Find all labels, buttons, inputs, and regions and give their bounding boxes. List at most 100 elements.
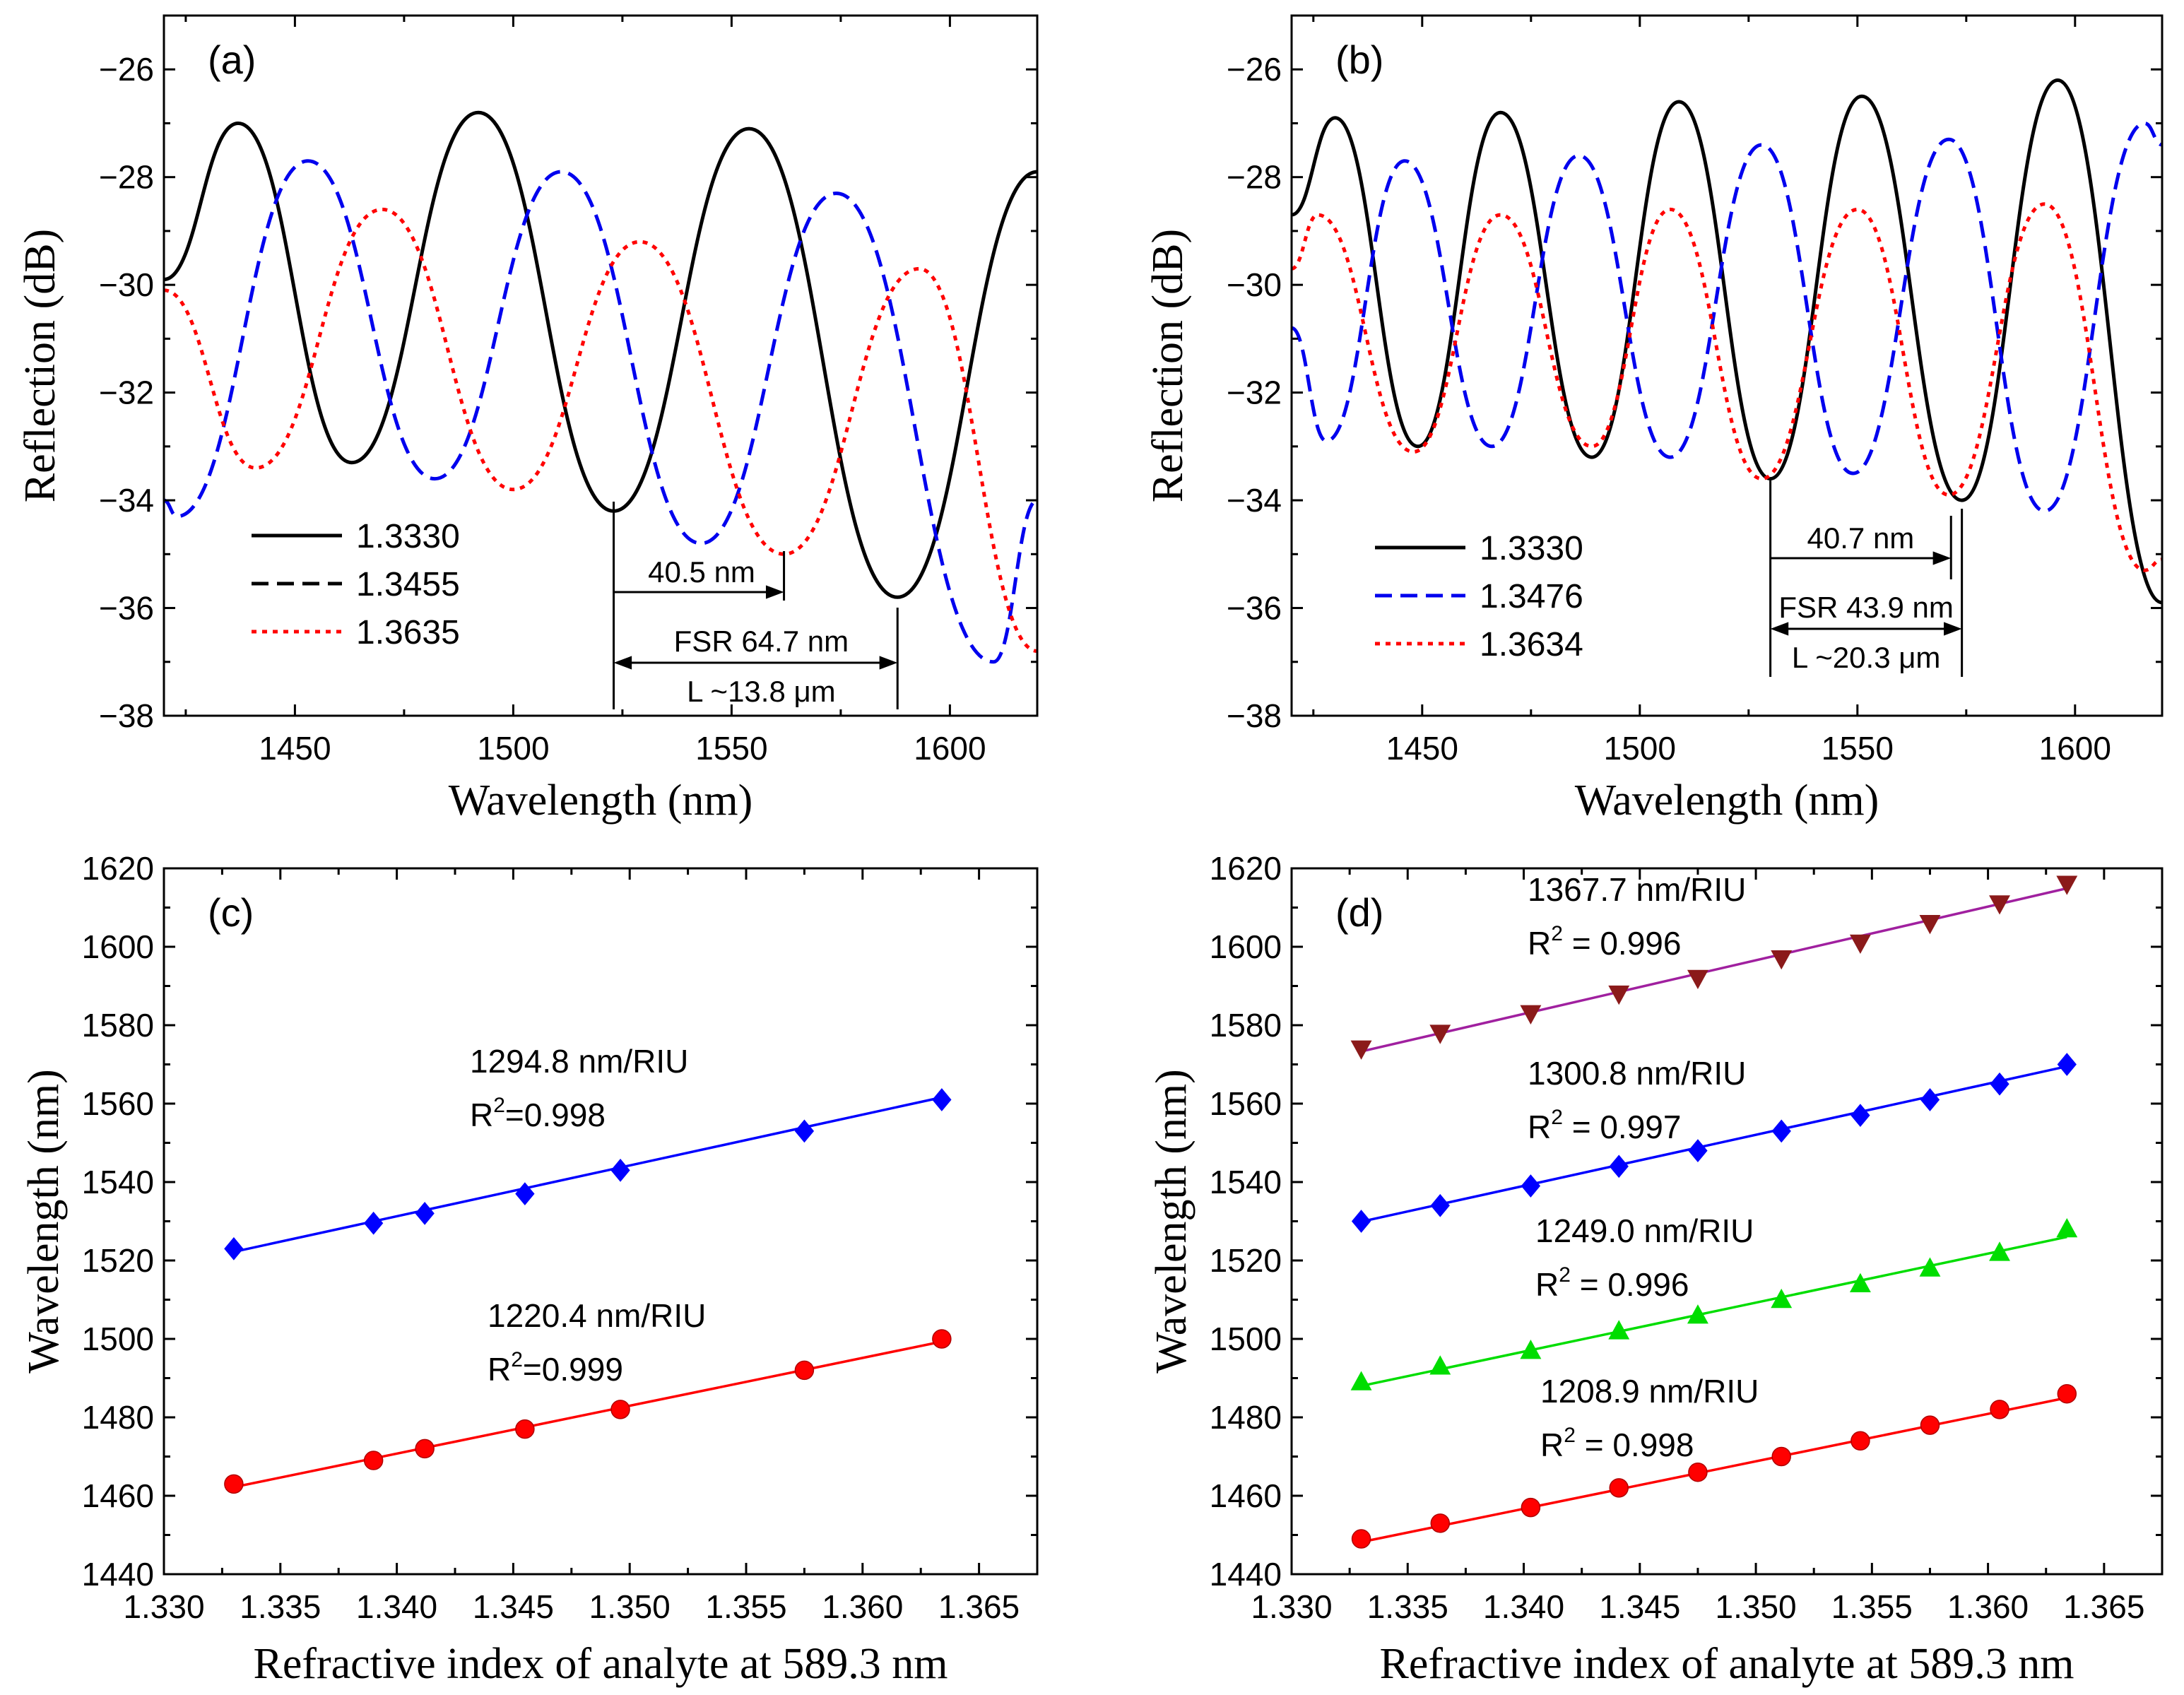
r-squared-label: R2=0.998 bbox=[470, 1094, 606, 1133]
y-tick-label: 1500 bbox=[1210, 1321, 1282, 1357]
r-value: =0.998 bbox=[505, 1097, 606, 1133]
r-value: = 0.998 bbox=[1576, 1427, 1694, 1463]
data-point bbox=[415, 1202, 435, 1225]
data-point bbox=[1608, 985, 1630, 1005]
fsr-label: FSR 43.9 nm bbox=[1778, 591, 1953, 624]
y-tick-label: −32 bbox=[99, 374, 154, 411]
x-tick-label: 1.355 bbox=[705, 1588, 786, 1625]
length-label: L ~13.8 μm bbox=[687, 675, 836, 708]
x-axis-title: Refractive index of analyte at 589.3 nm bbox=[1379, 1640, 2074, 1688]
data-point bbox=[1771, 1119, 1791, 1143]
fit-line-1 bbox=[1361, 1065, 2067, 1223]
y-axis-title: Reflection (dB) bbox=[16, 229, 64, 502]
legend-label: 1.3635 bbox=[356, 614, 460, 651]
data-point bbox=[1851, 1104, 1870, 1128]
r-symbol: R bbox=[488, 1351, 511, 1388]
y-tick-label: 1540 bbox=[82, 1164, 154, 1200]
fit-line-0 bbox=[233, 1096, 943, 1253]
data-point bbox=[1849, 934, 1871, 955]
r-superscript: 2 bbox=[493, 1094, 505, 1117]
data-point bbox=[1430, 1193, 1450, 1217]
x-tick-label: 1600 bbox=[2039, 730, 2111, 767]
x-tick-label: 1500 bbox=[1604, 730, 1676, 767]
data-point bbox=[1521, 1497, 1541, 1518]
data-point bbox=[1849, 1272, 1871, 1292]
data-point bbox=[2056, 1218, 2078, 1238]
y-tick-label: 1600 bbox=[82, 928, 154, 965]
y-tick-label: 1600 bbox=[1210, 928, 1282, 965]
data-point bbox=[1989, 1241, 2010, 1261]
data-point bbox=[1989, 895, 2010, 915]
data-point bbox=[1350, 1040, 1372, 1060]
data-point bbox=[1919, 1257, 1941, 1277]
r-symbol: R bbox=[1528, 1109, 1551, 1145]
y-tick-label: 1520 bbox=[1210, 1242, 1282, 1279]
slope-label: 1208.9 nm/RIU bbox=[1540, 1373, 1759, 1410]
plot-frame bbox=[1290, 14, 2164, 717]
data-point bbox=[1608, 1320, 1630, 1340]
x-tick-label: 1550 bbox=[1822, 730, 1894, 767]
y-tick-label: 1440 bbox=[82, 1556, 154, 1593]
y-tick-label: −30 bbox=[99, 266, 154, 303]
series-line-1.3634 bbox=[1292, 202, 2162, 572]
x-axis-title: Wavelength (nm) bbox=[449, 776, 753, 825]
r-squared-label: R2 = 0.996 bbox=[1535, 1263, 1689, 1303]
slope-label: 1367.7 nm/RIU bbox=[1528, 871, 1746, 908]
legend-label: 1.3476 bbox=[1480, 578, 1583, 615]
data-point bbox=[1771, 950, 1793, 970]
data-point bbox=[1771, 1288, 1793, 1309]
panel-b: −38 −36 −34 −32 −30 −28 −26 1450 1500 1550 1600 Wav… bbox=[1144, 14, 2164, 825]
arrowhead bbox=[765, 585, 784, 599]
y-tick-label: −30 bbox=[1227, 266, 1282, 303]
data-point bbox=[1687, 969, 1708, 989]
y-tick-label: 1460 bbox=[82, 1477, 154, 1514]
data-point bbox=[794, 1119, 815, 1143]
r-superscript: 2 bbox=[511, 1348, 523, 1371]
arrowhead bbox=[1944, 622, 1962, 636]
data-point bbox=[1920, 1415, 1940, 1435]
data-point bbox=[363, 1211, 384, 1235]
data-point bbox=[932, 1088, 952, 1111]
y-tick-label: 1520 bbox=[82, 1242, 154, 1279]
y-tick-label: −28 bbox=[1227, 159, 1282, 196]
x-tick-label: 1500 bbox=[477, 730, 549, 767]
r-squared-label: R2=0.999 bbox=[488, 1348, 623, 1388]
panel-label: (b) bbox=[1335, 37, 1383, 82]
r-superscript: 2 bbox=[1559, 1263, 1571, 1287]
y-tick-label: 1620 bbox=[82, 850, 154, 887]
r-symbol: R bbox=[1540, 1427, 1564, 1463]
y-axis-title: Reflection (dB) bbox=[1144, 229, 1192, 502]
x-tick-label: 1.345 bbox=[473, 1588, 554, 1625]
y-tick-label: 1560 bbox=[82, 1085, 154, 1122]
data-point bbox=[415, 1439, 435, 1459]
series-line-1.3476 bbox=[1292, 121, 2162, 513]
legend-label: 1.3634 bbox=[1480, 626, 1583, 663]
x-tick-label: 1.330 bbox=[123, 1588, 204, 1625]
slope-label: 1294.8 nm/RIU bbox=[470, 1043, 688, 1080]
y-tick-label: 1540 bbox=[1210, 1164, 1282, 1200]
x-tick-label: 1450 bbox=[259, 730, 331, 767]
data-point bbox=[515, 1182, 535, 1206]
r-superscript: 2 bbox=[1564, 1424, 1576, 1447]
y-tick-label: −38 bbox=[1227, 697, 1282, 734]
r-value: = 0.997 bbox=[1563, 1109, 1682, 1145]
y-tick-label: −36 bbox=[1227, 590, 1282, 627]
r-symbol: R bbox=[470, 1097, 493, 1133]
data-point bbox=[610, 1400, 630, 1419]
r-superscript: 2 bbox=[1551, 922, 1563, 945]
r-squared-label: R2 = 0.996 bbox=[1528, 922, 1681, 962]
x-tick-label: 1.340 bbox=[356, 1588, 437, 1625]
data-point bbox=[1919, 915, 1941, 935]
data-point bbox=[515, 1419, 535, 1439]
x-tick-label: 1550 bbox=[695, 730, 767, 767]
data-point bbox=[1920, 1088, 1940, 1111]
data-point bbox=[1521, 1174, 1541, 1198]
series-line-1.3330 bbox=[1292, 78, 2162, 605]
fit-line-1 bbox=[233, 1340, 943, 1489]
slope-label: 1220.4 nm/RIU bbox=[488, 1297, 706, 1334]
y-tick-label: 1500 bbox=[82, 1321, 154, 1357]
data-point bbox=[1688, 1139, 1708, 1162]
x-tick-label: 1.350 bbox=[589, 1588, 671, 1625]
data-point bbox=[1430, 1513, 1451, 1533]
arrowhead bbox=[879, 656, 898, 670]
